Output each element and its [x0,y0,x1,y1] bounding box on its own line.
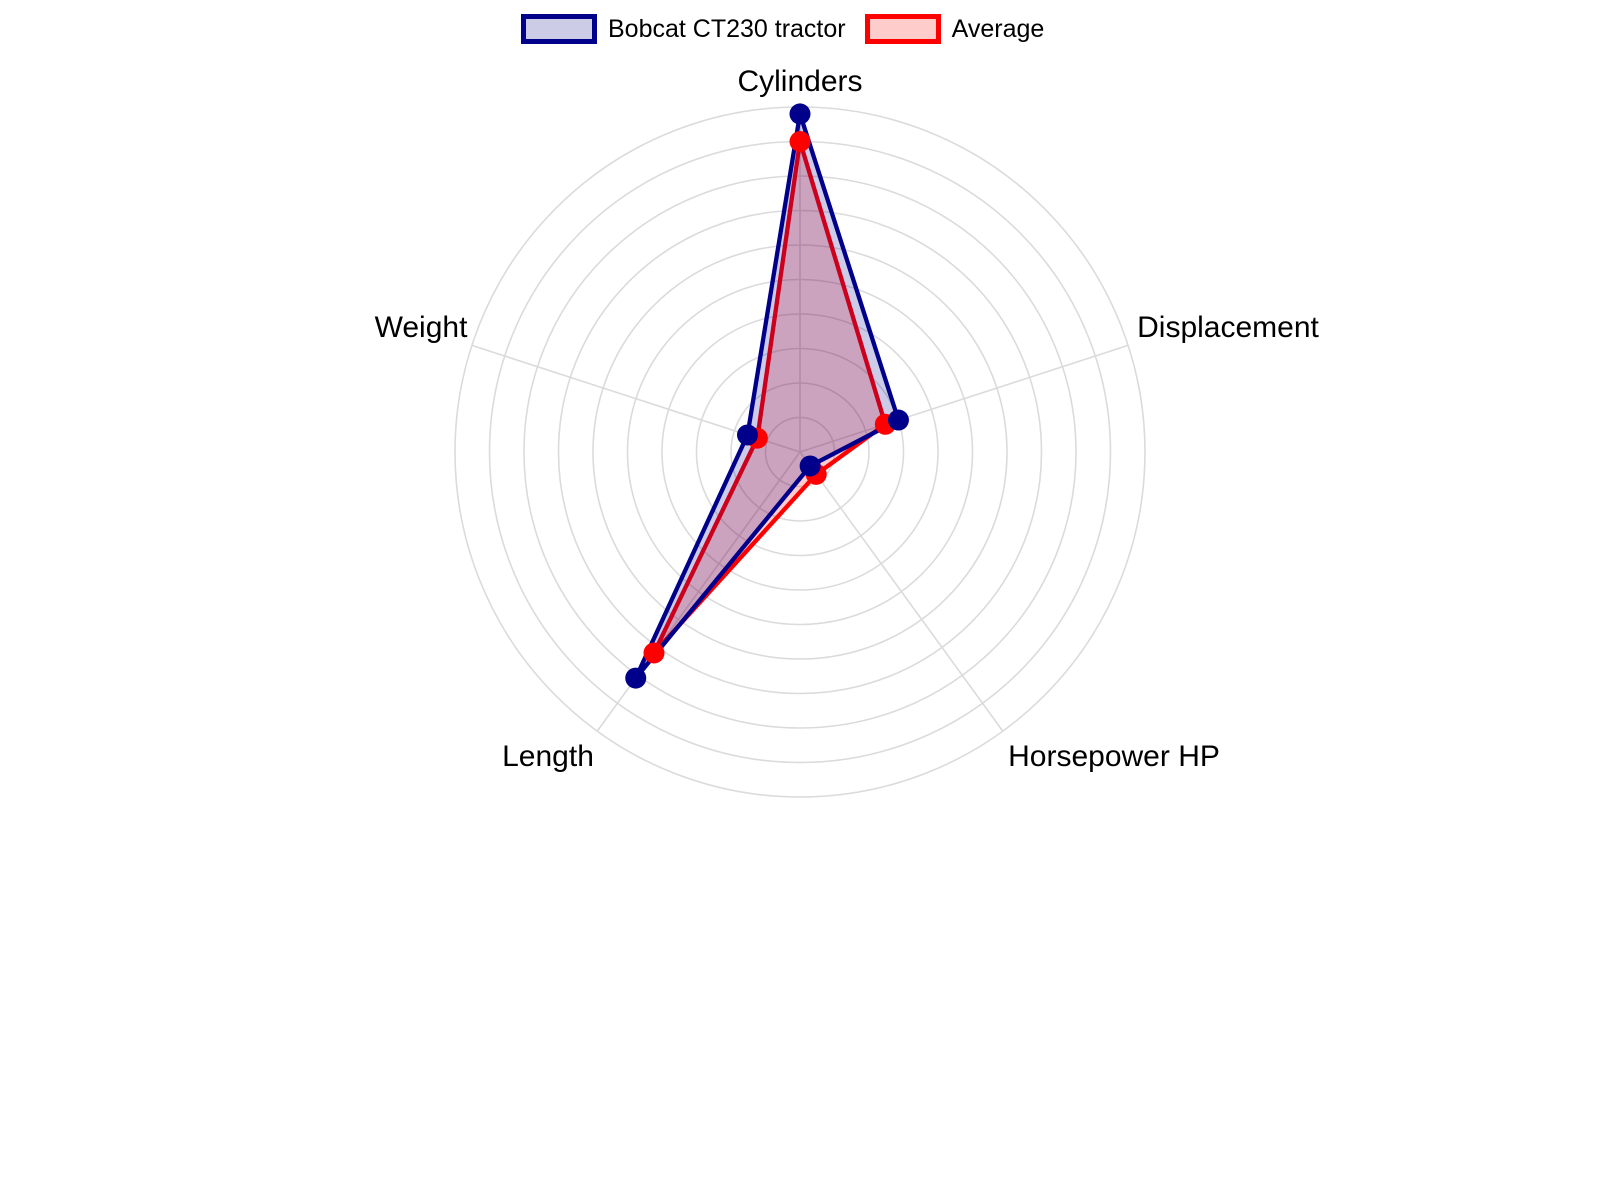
data-point-marker [789,103,811,125]
data-point-marker [737,424,759,446]
series-area [633,111,901,681]
axis-label-cylinders: Cylinders [737,65,863,98]
legend-swatch-bobcat-ct230-tractor [521,14,597,44]
data-point-marker [887,409,909,431]
axis-line [799,344,1129,453]
data-point-marker [643,642,665,664]
legend-label-average: Average [951,14,1045,43]
legend-label-bobcat-ct230-tractor: Bobcat CT230 tractor [608,14,846,43]
legend-item-bobcat-ct230-tractor[interactable]: Bobcat CT230 tractor [521,14,846,44]
data-point-marker [789,131,811,152]
axis-label-displacement: Displacement [1137,311,1319,344]
axis-label-horsepower-hp: Horsepower HP [1008,740,1220,773]
legend-swatch-average [864,14,941,44]
axis-line [799,451,1004,732]
legend-item-average[interactable]: Average [864,14,1045,44]
data-point-marker [625,667,647,689]
series-area [651,139,888,656]
axis-label-weight: Weight [374,311,468,344]
axis-label-length: Length [502,740,594,773]
legend: Bobcat CT230 tractor Average [521,14,1044,44]
data-point-marker [799,455,821,477]
